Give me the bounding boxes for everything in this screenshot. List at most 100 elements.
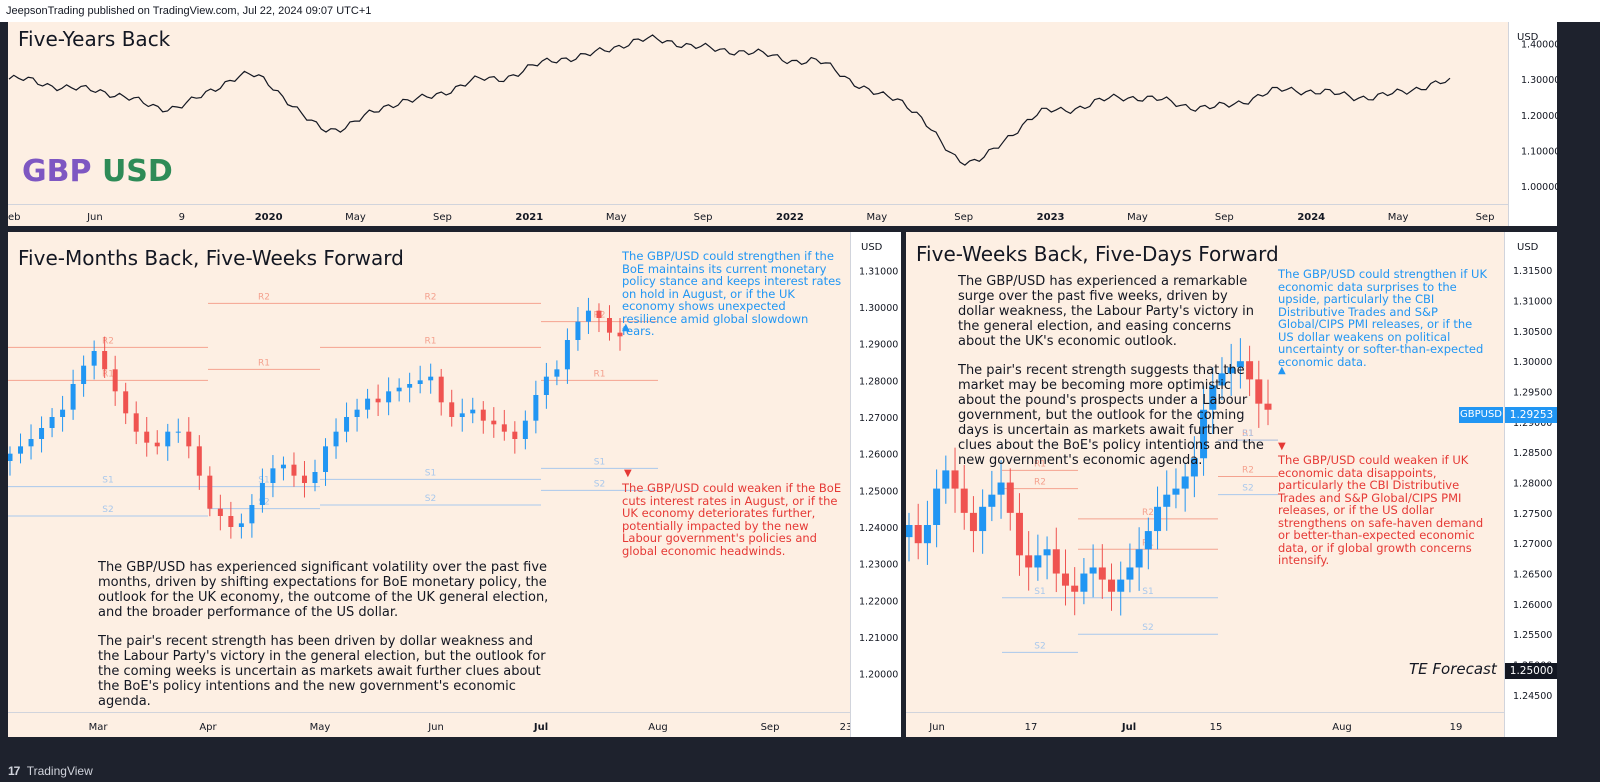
x-tick-label: Sep [433, 212, 452, 223]
candle-down [291, 464, 297, 476]
right-price-axis[interactable]: USD 1.31500 1.31000 1.30500 1.30000 1.29500 1… [1504, 232, 1557, 737]
candle-up [988, 494, 996, 507]
candle-down [1052, 549, 1060, 574]
candle-up [8, 453, 13, 461]
candle-up [522, 420, 528, 439]
right-para-2: The pair's recent strength suggests that… [958, 363, 1264, 468]
publish-info-bar: JeepsonTrading published on TradingView.… [0, 0, 1600, 22]
right-currency-label: USD [1517, 242, 1539, 253]
left-down-marker: ▼ [624, 468, 632, 479]
candle-down [112, 369, 118, 392]
candle-up [49, 417, 55, 428]
left-up-marker: ▲ [622, 322, 630, 333]
candle-up [533, 395, 539, 421]
y-tick-label: 1.27000 [1513, 539, 1552, 550]
x-tick-label: May [1388, 212, 1409, 223]
candle-up [354, 409, 360, 417]
candle-down [217, 508, 223, 516]
x-tick-label: May [1127, 212, 1148, 223]
forecast-tag: 1.25000 [1505, 663, 1557, 679]
candle-down [133, 413, 139, 432]
left-chart-panel[interactable]: R2R2R2R2R1R1R1R1S1S1S1S1S2S2S2S2 Five-Mo… [8, 232, 901, 737]
price-line [8, 34, 1451, 166]
right-time-axis[interactable]: Jun 17 Jul 15 Aug 19 [906, 712, 1504, 737]
candle-down [596, 310, 602, 318]
candle-up [270, 468, 276, 483]
right-chart[interactable]: R2R2R2R1R1R1S1S1S1S2S2S2 [906, 232, 1504, 712]
left-chart[interactable]: R2R2R2R2R1R1R1R1S1S1S1S1S2S2S2S2 [8, 232, 850, 712]
publish-info: JeepsonTrading published on TradingView.… [6, 5, 372, 17]
top-chart-panel[interactable]: Five-Years Back GBP USD USD 1.40000 1.300… [8, 22, 1557, 226]
x-tick-label: 2022 [776, 212, 804, 223]
candle-up [1135, 549, 1143, 568]
candle-down [144, 431, 150, 443]
level-label-s2: S2 [102, 505, 113, 515]
x-tick-label: 2020 [255, 212, 283, 223]
y-tick-label: 1.25500 [1513, 630, 1552, 641]
price-tag: 1.29253 [1505, 407, 1557, 423]
x-tick-label: Sep [694, 212, 713, 223]
y-tick-label: 1.20000 [859, 670, 898, 681]
left-currency-label: USD [861, 242, 883, 253]
level-label-s1: S1 [1034, 587, 1045, 597]
right-downside-note: The GBP/USD could weaken if UK economic … [1278, 453, 1484, 567]
x-tick-label: Jul [1121, 722, 1136, 733]
left-time-axis[interactable]: Mar Apr May Jun Jul Aug Sep 23 [8, 712, 852, 737]
y-tick-label: 1.30000 [1513, 357, 1552, 368]
candle-down [1025, 555, 1033, 568]
candle-up [942, 470, 950, 489]
top-price-axis[interactable]: USD 1.40000 1.30000 1.20000 1.10000 1.00000 [1508, 22, 1557, 226]
y-tick-label: 1.20000 [1521, 111, 1557, 122]
candle-up [470, 409, 476, 414]
y-tick-label: 1.28500 [1513, 448, 1552, 459]
x-tick-label: Aug [648, 722, 668, 733]
candle-up [280, 464, 286, 469]
level-label-s1: S1 [258, 476, 269, 486]
left-chart-title: Five-Months Back, Five-Weeks Forward [18, 246, 404, 270]
top-x-axis: eb Jun 9 2020 May Sep 2021 May Sep 2022 May Sep 2023… [8, 212, 1494, 223]
x-tick-label: Jun [928, 722, 945, 733]
candle-up [175, 431, 181, 433]
candle-up [249, 505, 255, 524]
level-label-r1: R1 [425, 336, 437, 346]
candle-up [585, 310, 591, 322]
candle-up [1190, 458, 1198, 477]
candle-up [1117, 579, 1125, 592]
y-tick-label: 1.26500 [1513, 570, 1552, 581]
top-time-axis[interactable]: eb Jun 9 2020 May Sep 2021 May Sep 2022 May Sep 2023… [8, 204, 1508, 226]
x-tick-label: 17 [1025, 722, 1038, 733]
left-price-axis[interactable]: USD 1.31000 1.30000 1.29000 1.28000 1.27000 1… [850, 232, 901, 737]
level-label-s2: S2 [1034, 641, 1045, 651]
candle-down [914, 525, 922, 544]
candle-up [1154, 506, 1162, 532]
candle-down [1061, 573, 1069, 586]
left-para-2: The pair's recent strength has been driv… [98, 634, 546, 709]
pair-gbp: GBP [22, 154, 92, 189]
candle-down [1246, 361, 1254, 380]
level-label-r2: R2 [1034, 478, 1046, 488]
candle-down [186, 431, 192, 447]
right-x-axis: Jun 17 Jul 15 Aug 19 [928, 722, 1462, 733]
candle-up [575, 321, 581, 340]
y-tick-label: 1.31000 [1513, 297, 1552, 308]
y-tick-label: 1.26000 [859, 450, 898, 461]
y-tick-label: 1.25000 [859, 486, 898, 497]
candle-up [1209, 385, 1217, 410]
candle-up [1218, 373, 1226, 386]
x-tick-label: eb [8, 212, 21, 223]
candle-up [923, 525, 931, 544]
candle-up [259, 483, 265, 505]
right-chart-panel[interactable]: R2R2R2R1R1R1S1S1S1S2S2S2 Five-Weeks Back… [906, 232, 1557, 737]
top-y-axis: 1.40000 1.30000 1.20000 1.10000 1.00000 [1521, 39, 1557, 193]
candle-up [70, 384, 76, 410]
top-chart[interactable] [8, 22, 1508, 204]
candle-up [933, 488, 941, 525]
level-label-s1: S1 [1142, 587, 1153, 597]
y-tick-label: 1.30000 [859, 303, 898, 314]
y-tick-label: 1.22000 [859, 596, 898, 607]
candle-up [1200, 409, 1208, 459]
tradingview-footer: 17 TradingView [0, 760, 1600, 782]
candle-up [18, 446, 24, 454]
tradingview-brand: TradingView [26, 764, 93, 778]
x-tick-label: 23 [840, 722, 850, 733]
